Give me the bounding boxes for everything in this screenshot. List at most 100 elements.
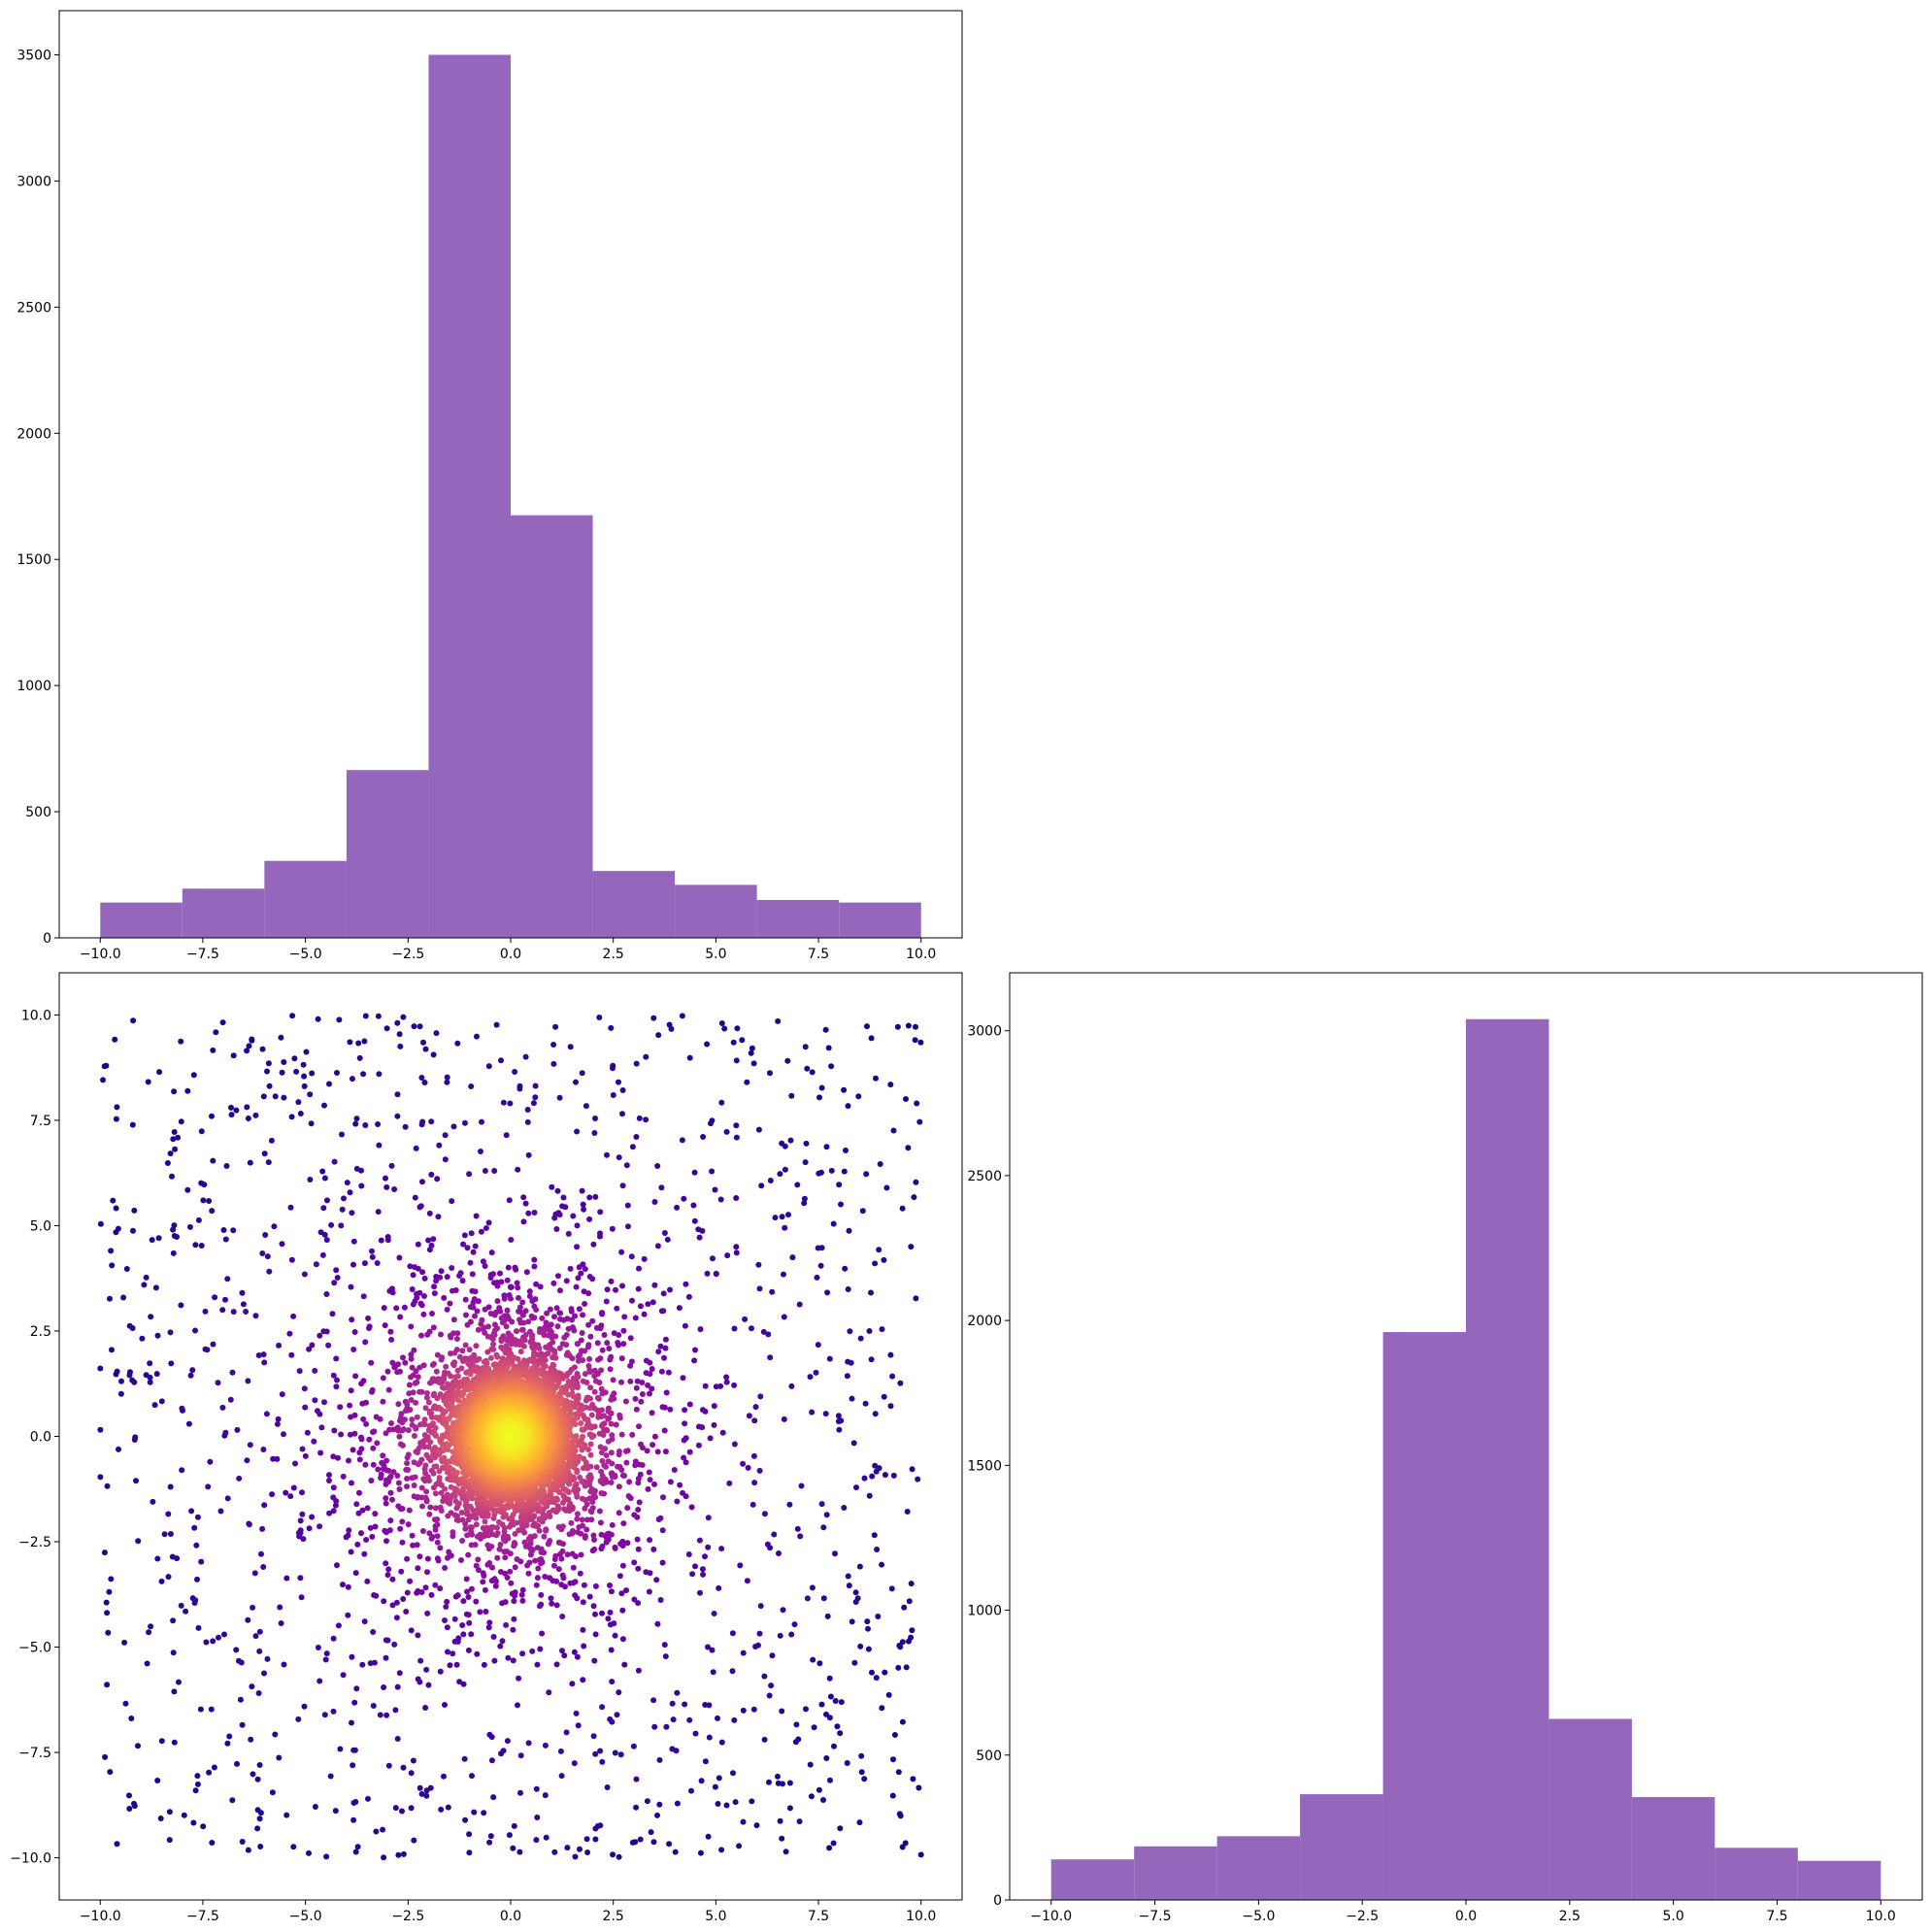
scatter-point bbox=[610, 1851, 616, 1858]
scatter-point bbox=[813, 1369, 819, 1376]
scatter-point bbox=[633, 1804, 640, 1811]
scatter-point bbox=[154, 1555, 161, 1562]
scatter-point bbox=[123, 1266, 130, 1272]
scatter-point bbox=[422, 1705, 429, 1711]
scatter-point bbox=[423, 1488, 430, 1495]
scatter-point bbox=[422, 1494, 429, 1501]
scatter-point bbox=[624, 1540, 631, 1547]
scatter-point bbox=[410, 1542, 416, 1549]
scatter-point bbox=[603, 1298, 610, 1305]
scatter-point bbox=[408, 1805, 415, 1812]
scatter-point bbox=[381, 1684, 387, 1690]
scatter-point bbox=[351, 1699, 358, 1706]
scatter-point bbox=[414, 1379, 420, 1385]
scatter-point bbox=[582, 1371, 588, 1378]
scatter-point bbox=[301, 1083, 308, 1089]
scatter-point bbox=[181, 1812, 187, 1818]
scatter-point bbox=[121, 1639, 128, 1646]
scatter-point bbox=[269, 1491, 276, 1498]
scatter-point bbox=[402, 1359, 409, 1366]
scatter-point bbox=[212, 1294, 218, 1301]
scatter-point bbox=[461, 1232, 468, 1239]
scatter-point bbox=[616, 1483, 622, 1490]
scatter-point bbox=[377, 1416, 383, 1422]
scatter-point bbox=[530, 1352, 537, 1359]
scatter-point bbox=[359, 1507, 366, 1514]
histogram-top-left: −10.0 −7.5 −5.0 −2.5 0.0 2.5 5.0 7.5 10.00500100… bbox=[17, 10, 963, 962]
scatter-point bbox=[410, 1272, 416, 1279]
scatter-point bbox=[828, 1167, 835, 1174]
scatter-point bbox=[796, 1818, 803, 1825]
scatter-point bbox=[194, 1773, 201, 1780]
scatter-point bbox=[527, 1533, 534, 1540]
scatter-point bbox=[219, 1404, 226, 1411]
scatter-point bbox=[135, 1538, 142, 1545]
scatter-point bbox=[364, 1505, 371, 1512]
scatter-point bbox=[158, 1398, 165, 1405]
scatter-point bbox=[478, 1228, 484, 1235]
scatter-point bbox=[178, 1602, 184, 1609]
scatter-point bbox=[375, 1121, 382, 1127]
scatter-point bbox=[507, 1568, 514, 1575]
scatter-point bbox=[802, 1044, 809, 1050]
scatter-point bbox=[221, 1631, 227, 1638]
scatter-point bbox=[311, 1438, 317, 1445]
scatter-point bbox=[581, 1288, 587, 1295]
scatter-point bbox=[618, 1431, 625, 1438]
scatter-point bbox=[629, 1839, 636, 1846]
scatter-point bbox=[475, 1298, 482, 1305]
scatter-point bbox=[459, 1538, 466, 1544]
scatter-point bbox=[274, 1455, 281, 1462]
scatter-point bbox=[630, 1743, 637, 1749]
scatter-point bbox=[463, 1611, 470, 1617]
scatter-point bbox=[724, 1252, 731, 1259]
scatter-point bbox=[913, 1023, 918, 1030]
scatter-point bbox=[646, 1469, 652, 1476]
scatter-point bbox=[551, 1215, 558, 1221]
scatter-point bbox=[170, 1226, 177, 1233]
scatter-point bbox=[409, 1532, 416, 1539]
scatter-point bbox=[571, 1327, 578, 1334]
scatter-point bbox=[574, 1653, 581, 1660]
scatter-point bbox=[103, 1599, 110, 1606]
scatter-point bbox=[617, 1541, 624, 1548]
scatter-point bbox=[615, 1463, 621, 1470]
scatter-point bbox=[789, 1254, 796, 1261]
scatter-point bbox=[257, 1844, 264, 1849]
scatter-point bbox=[228, 1104, 234, 1111]
scatter-point bbox=[781, 1416, 787, 1422]
scatter-point bbox=[113, 1116, 119, 1122]
scatter-point bbox=[168, 1360, 175, 1367]
scatter-point bbox=[372, 1511, 379, 1517]
scatter-point bbox=[651, 1723, 658, 1730]
scatter-point bbox=[380, 1375, 386, 1382]
scatter-point bbox=[822, 1026, 829, 1033]
scatter-point bbox=[534, 1545, 541, 1551]
scatter-point bbox=[504, 1277, 511, 1283]
scatter-point bbox=[468, 1631, 475, 1638]
scatter-point bbox=[914, 1100, 920, 1107]
scatter-point bbox=[434, 1533, 441, 1540]
scatter-point bbox=[905, 1022, 912, 1029]
scatter-point bbox=[349, 1480, 354, 1486]
scatter-point bbox=[592, 1582, 599, 1589]
scatter-point bbox=[178, 1118, 184, 1125]
scatter-point bbox=[461, 1755, 468, 1762]
scatter-point bbox=[228, 1112, 235, 1118]
scatter-point bbox=[899, 1844, 906, 1850]
scatter-point bbox=[349, 1316, 355, 1323]
scatter-point bbox=[434, 1555, 441, 1562]
scatter-point bbox=[650, 1546, 657, 1552]
scatter-point bbox=[397, 1368, 403, 1375]
scatter-point bbox=[607, 1621, 614, 1628]
scatter-point bbox=[109, 1262, 116, 1269]
scatter-point bbox=[383, 1457, 390, 1464]
scatter-point bbox=[349, 1719, 354, 1726]
scatter-point bbox=[682, 1420, 688, 1427]
scatter-point bbox=[433, 1368, 440, 1375]
scatter-point bbox=[183, 1608, 189, 1615]
scatter-point bbox=[633, 1384, 640, 1391]
scatter-point bbox=[290, 1484, 297, 1491]
scatter-point bbox=[399, 1442, 406, 1449]
